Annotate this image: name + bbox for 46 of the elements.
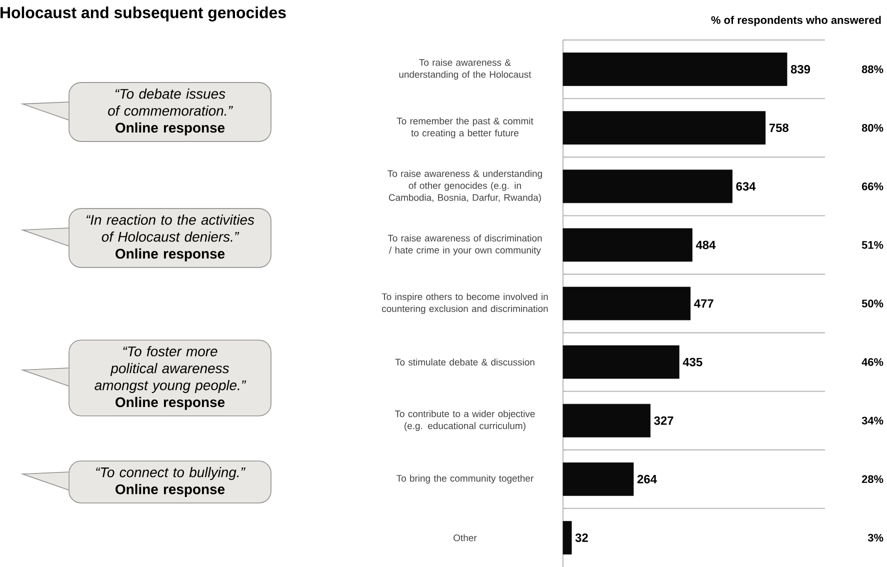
text: 80%	[862, 124, 884, 132]
y-tick-label: To bring the community together	[396, 474, 534, 484]
bar	[562, 52, 788, 86]
text: 3%	[868, 534, 884, 542]
text: 88%	[862, 65, 884, 74]
text: “To debate issues of commemoration.”	[108, 88, 233, 116]
bar	[562, 462, 634, 496]
text: Online response	[116, 484, 225, 497]
y-tick-label: To raise awareness & understanding of the Holocaust	[399, 58, 532, 80]
data-label: 477	[694, 299, 714, 308]
text: Online response	[116, 248, 225, 262]
data-label: 264	[637, 474, 657, 484]
data-label: 32	[575, 533, 588, 542]
y-tick-label: To inspire others to become involved in countering exclusion and discrimination	[382, 293, 548, 314]
text: 34%	[862, 416, 884, 424]
data-label: 484	[696, 240, 716, 250]
y-tick-label: Other	[454, 534, 477, 542]
data-label: 758	[769, 124, 788, 132]
y-tick-label: To raise awareness of discrimination / hate crime in your own community	[388, 234, 542, 256]
bar	[562, 111, 766, 145]
bar	[562, 170, 732, 204]
data-label: 839	[790, 65, 810, 74]
y-tick-label: To stimulate debate & discussion	[395, 358, 534, 366]
y-tick-label: To raise awareness & understanding of other genocides (e.g. in Cambodia, Bosnia, Darfur, Rwanda)	[388, 170, 542, 203]
text: 46%	[862, 358, 884, 366]
data-label: 435	[682, 358, 702, 366]
text: 28%	[862, 475, 884, 484]
text: 50%	[862, 300, 884, 308]
bar	[562, 286, 691, 320]
bar	[562, 228, 692, 262]
text: “In reaction to the activities of Holocaust deniers.”	[86, 214, 254, 242]
text: 51%	[862, 241, 884, 249]
text: Online response	[116, 396, 225, 410]
bar	[562, 404, 651, 438]
data-label: 327	[654, 416, 674, 425]
text: % of respondents who answered	[711, 16, 881, 26]
bar	[562, 345, 680, 379]
y-tick-label: To contribute to a wider objective (e.g. educational curriculum)	[394, 410, 535, 431]
bar	[562, 521, 572, 554]
y-tick-label: To remember the past & commit to creating a better future	[396, 117, 534, 138]
text: “To connect to bullying.”	[96, 467, 246, 480]
text: “To foster more political awareness amongst young people.”	[94, 346, 246, 393]
data-label: 634	[736, 182, 756, 191]
text: Online response	[116, 122, 225, 136]
text: 66%	[862, 182, 884, 190]
text: Holocaust and subsequent genocides	[0, 6, 286, 22]
